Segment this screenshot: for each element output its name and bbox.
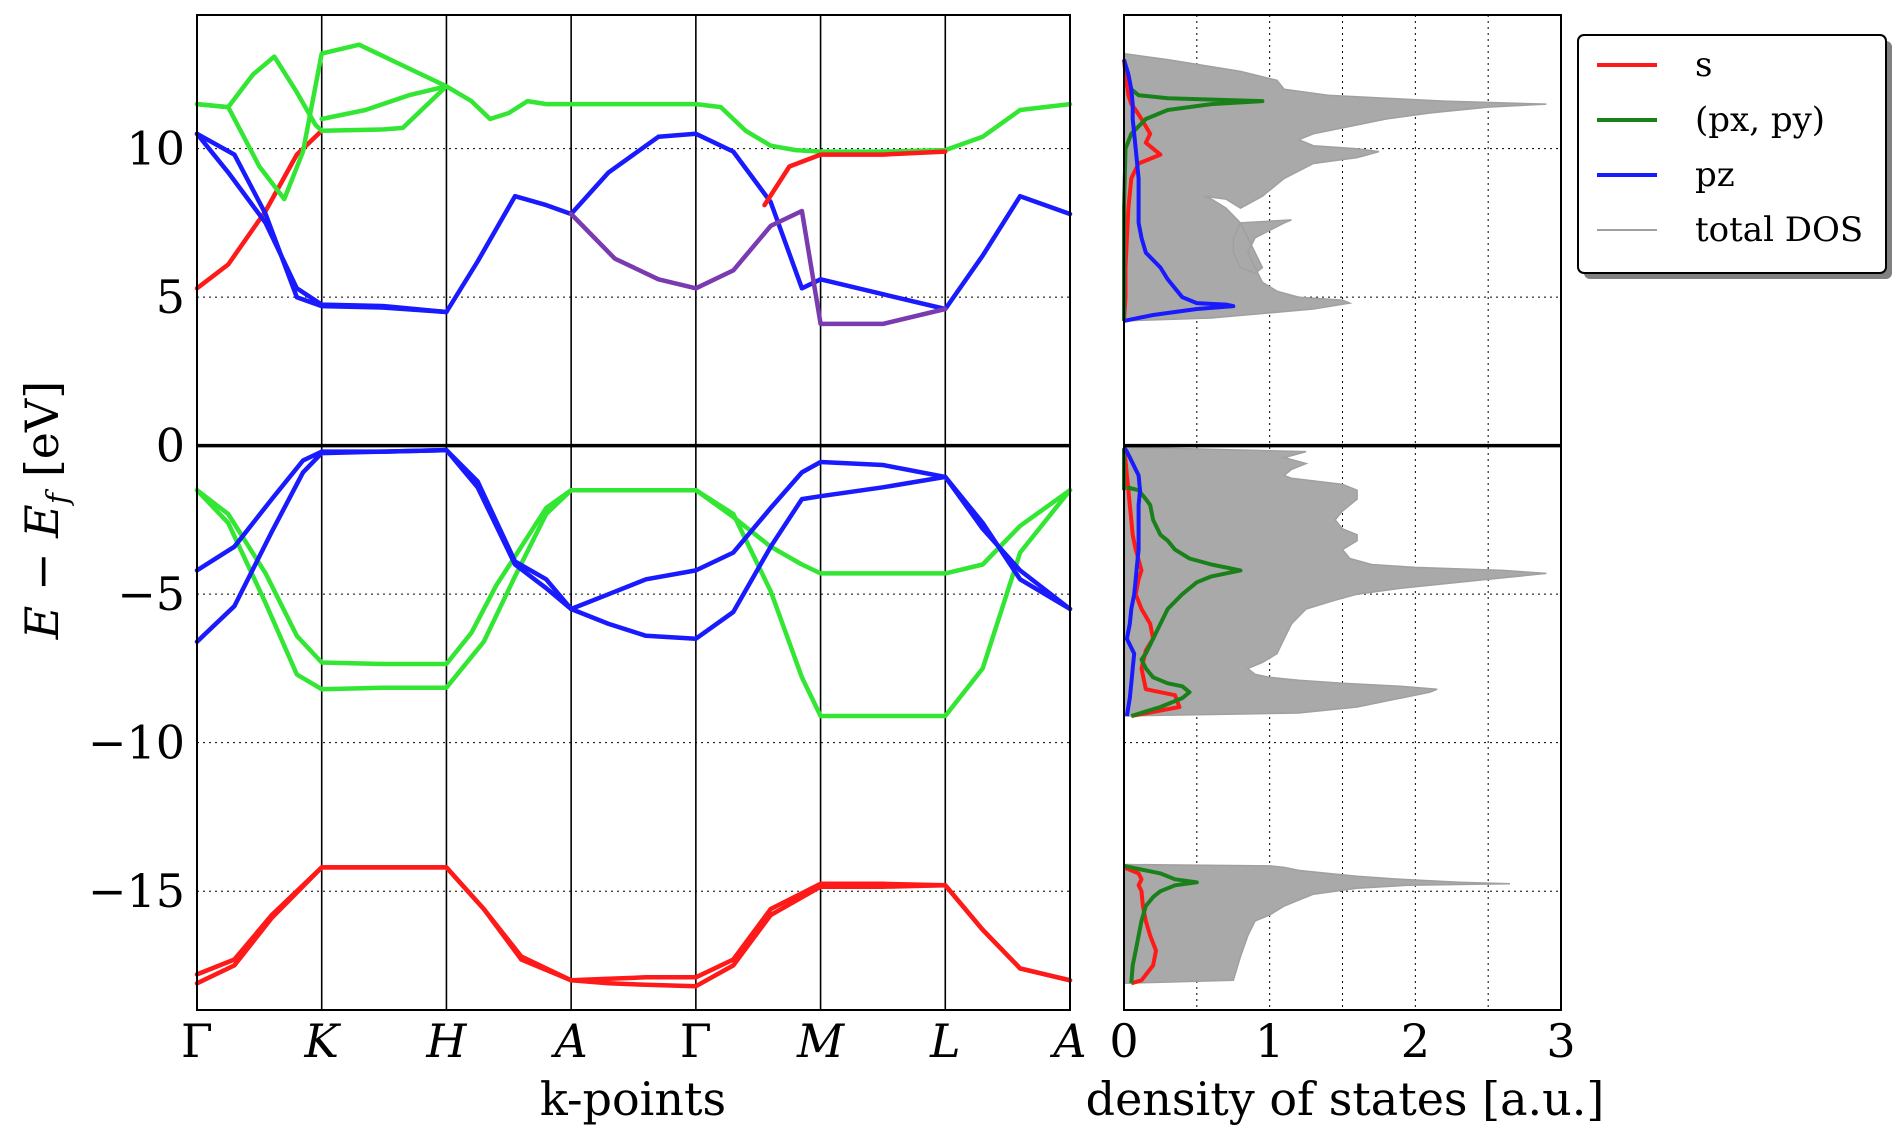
dos-s-line-0 xyxy=(1123,865,1158,986)
band-y-tick-2: 0 xyxy=(156,419,185,473)
kpoint-lines xyxy=(320,15,947,1010)
dos-x-tick-3: 3 xyxy=(1546,1014,1575,1068)
y-label-energy: E − E xyxy=(15,504,69,640)
band-line-13 xyxy=(319,84,449,122)
dos-plot-frame xyxy=(1123,14,1562,1011)
kpoint-label-6: L xyxy=(929,1014,961,1068)
kpoint-label-3: A xyxy=(551,1014,588,1068)
band-line-9 xyxy=(194,131,449,315)
band-y-tick-5: −15 xyxy=(88,864,185,918)
band-line-8 xyxy=(194,131,1073,315)
dos-x-tick-2: 2 xyxy=(1401,1014,1430,1068)
kpoint-label-0: Γ xyxy=(181,1014,213,1068)
legend-label-3: total DOS xyxy=(1695,210,1863,250)
band-y-tick-3: −5 xyxy=(117,567,185,621)
legend: s (px, py) pz total DOS xyxy=(1577,34,1892,279)
band-y-tick-4: −10 xyxy=(88,716,185,770)
band-structure-panel: 10 5 0 −5 −10 −15 Γ K H A Γ M L A k-points E − Ef [eV… xyxy=(15,14,1087,1126)
band-y-tick-0: 10 xyxy=(126,122,185,176)
dos-x-tick-labels: 0 1 2 3 xyxy=(1109,1014,1575,1068)
dos-s-line-1 xyxy=(1122,448,1182,718)
total-dos-segment-0 xyxy=(1123,863,1511,985)
total-dos-segment-2 xyxy=(1123,52,1547,322)
kpoint-label-7: A xyxy=(1049,1014,1086,1068)
legend-box xyxy=(1577,34,1887,274)
kpoint-label-4: Γ xyxy=(680,1014,712,1068)
dos-pxpy-line-0 xyxy=(1123,863,1199,984)
legend-label-1: (px, py) xyxy=(1695,100,1825,140)
band-lines xyxy=(194,42,1073,989)
band-line-11 xyxy=(194,54,1073,154)
band-line-12 xyxy=(194,42,449,202)
kpoint-label-1: K xyxy=(304,1014,342,1068)
kpoint-label-2: H xyxy=(425,1014,467,1068)
band-line-1 xyxy=(194,865,1073,989)
band-line-3 xyxy=(194,487,574,667)
dos-x-tick-0: 0 xyxy=(1109,1014,1138,1068)
band-line-10 xyxy=(568,208,948,327)
dos-projected-lines xyxy=(1122,59,1265,986)
dos-pz-line-1 xyxy=(1122,59,1236,323)
band-line-6 xyxy=(194,447,1073,612)
band-line-14 xyxy=(762,149,948,208)
dos-x-tick-1: 1 xyxy=(1255,1014,1284,1068)
band-y-tick-1: 5 xyxy=(156,270,185,324)
legend-label-2: pz xyxy=(1695,155,1735,195)
band-grid xyxy=(197,148,1070,892)
dos-pz-line-0 xyxy=(1122,446,1142,717)
svg-text:E − Ef[eV]: E − Ef [eV] xyxy=(15,381,76,640)
total-dos-segment-1 xyxy=(1123,446,1547,717)
y-label-unit: [eV] xyxy=(15,381,69,477)
dos-panel: 0 1 2 3 density of states [a.u.] xyxy=(1086,14,1605,1126)
band-x-axis-label: k-points xyxy=(540,1072,726,1126)
band-y-axis-label: E − Ef [eV] xyxy=(15,381,76,640)
band-line-2 xyxy=(194,487,1073,719)
dos-x-axis-label: density of states [a.u.] xyxy=(1086,1072,1605,1126)
band-plot-frame xyxy=(196,14,1071,1011)
kpoint-label-5: M xyxy=(796,1014,846,1068)
y-label-fermi-subscript: f xyxy=(41,488,76,506)
dos-s-line-2 xyxy=(1122,59,1163,322)
band-line-5 xyxy=(194,447,1073,644)
total-dos-fill xyxy=(1123,52,1547,985)
dos-pxpy-line-1 xyxy=(1126,485,1243,718)
legend-label-0: s xyxy=(1695,45,1712,85)
band-y-tick-labels: 10 5 0 −5 −10 −15 xyxy=(88,122,185,919)
